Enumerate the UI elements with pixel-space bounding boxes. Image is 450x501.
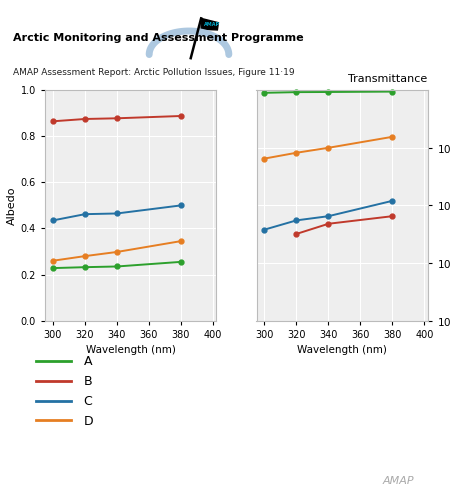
X-axis label: Wavelength (nm): Wavelength (nm) [297, 345, 387, 355]
X-axis label: Wavelength (nm): Wavelength (nm) [86, 345, 176, 355]
Polygon shape [201, 19, 218, 30]
Legend: A, B, C, D: A, B, C, D [31, 350, 98, 433]
Text: Arctic Monitoring and Assessment Programme: Arctic Monitoring and Assessment Program… [14, 33, 304, 43]
Y-axis label: Albedo: Albedo [6, 186, 17, 224]
Text: AMAP: AMAP [203, 23, 220, 28]
Text: AMAP Assessment Report: Arctic Pollution Issues, Figure 11·19: AMAP Assessment Report: Arctic Pollution… [14, 68, 295, 77]
Text: Transmittance: Transmittance [348, 75, 428, 85]
Text: AMAP: AMAP [382, 476, 414, 486]
